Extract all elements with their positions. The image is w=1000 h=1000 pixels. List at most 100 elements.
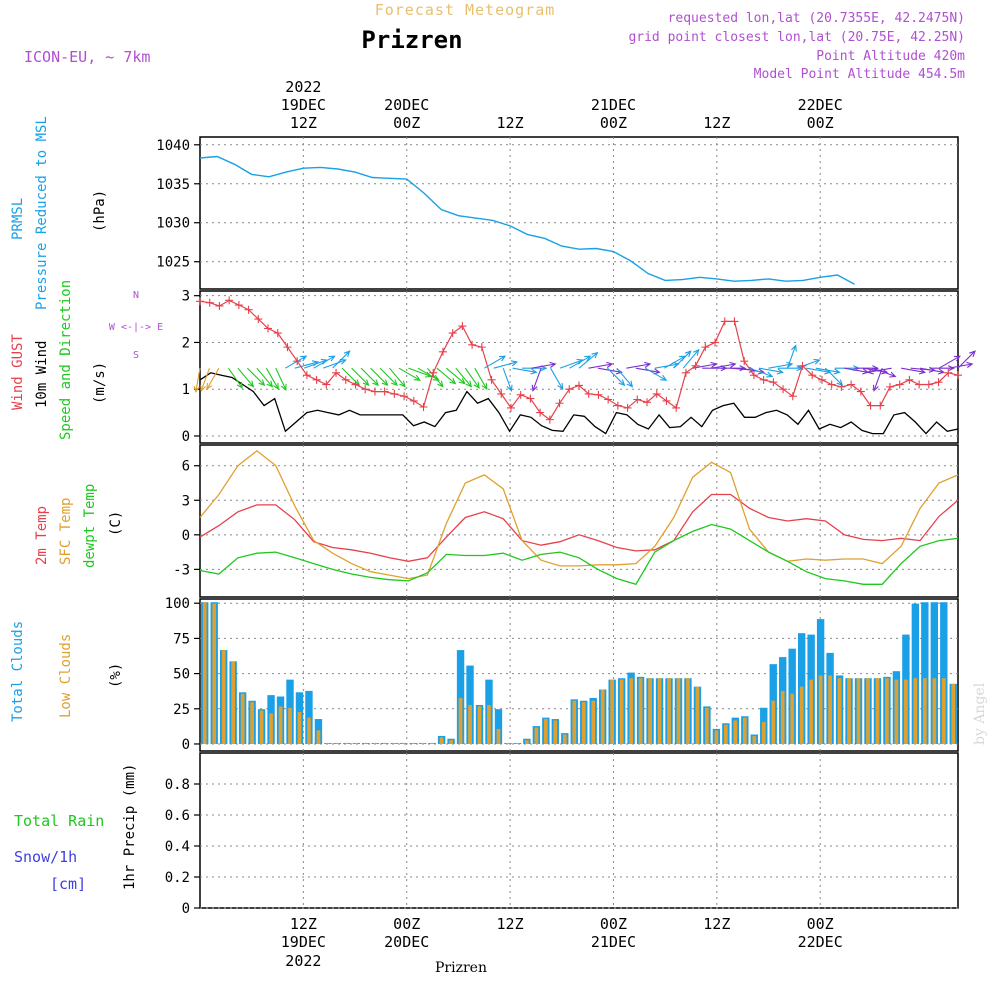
wind-direction-arrowhead [236, 381, 243, 389]
wind-gust-marker [652, 389, 661, 398]
wind-direction-arrowhead [684, 350, 692, 358]
wind-direction-arrow [938, 355, 961, 369]
wind-direction-arrowhead [499, 355, 507, 362]
y-tick-label: 0 [182, 901, 190, 917]
low-cloud-bar [742, 717, 747, 744]
wind-direction-arrowhead [766, 371, 774, 378]
wind-gust-marker [749, 371, 758, 380]
wind-direction-arrowhead [872, 384, 879, 392]
y-tick-label: 0 [182, 528, 190, 544]
low-cloud-bar [913, 678, 918, 744]
low-cloud-bar [382, 742, 387, 744]
low-cloud-bar [259, 710, 264, 744]
wind-gust-marker [866, 401, 875, 410]
wind-direction-arrowhead [458, 377, 466, 385]
wind-direction-arrow [408, 367, 432, 377]
wind-direction-arrow [635, 367, 660, 373]
wind-direction-arrowhead [399, 380, 406, 388]
low-cloud-bar [591, 700, 596, 744]
low-cloud-bar [904, 679, 908, 744]
top-hour-label: 00Z [393, 114, 420, 132]
wind-gust-marker [380, 387, 389, 396]
wind-gust-marker [672, 403, 681, 412]
wind-direction-arrow [654, 363, 679, 369]
wind-direction-arrowhead [300, 355, 308, 362]
wind-gust-marker [711, 338, 720, 347]
wind-gust-marker [944, 368, 953, 377]
y-tick-label: 2 [182, 335, 190, 351]
low-cloud-bar [657, 678, 662, 744]
wind-direction-arrowhead [953, 355, 961, 362]
wind-gust-marker [643, 398, 652, 407]
wind-gust-marker [293, 357, 302, 366]
wind-direction-arrowhead [866, 368, 874, 375]
top-hour-label: 00Z [600, 114, 627, 132]
wind-direction-arrow [200, 367, 210, 391]
wind-gust-marker [915, 380, 924, 389]
total-cloud-bar [305, 690, 313, 744]
wind-gust-marker [954, 371, 962, 380]
wind-direction-arrowhead [530, 368, 538, 375]
bottom-hour-label: 00Z [807, 915, 834, 933]
total-cloud-bar [921, 602, 929, 744]
wind-direction-arrowhead [193, 385, 200, 394]
low-cloud-bar [534, 727, 539, 744]
model-label: ICON-EU, ~ 7km [24, 48, 150, 66]
wind-gust-marker [458, 322, 467, 331]
wind-direction-arrowhead [473, 381, 480, 389]
low-cloud-bar [714, 730, 719, 744]
bottom-date-label: 20DEC [384, 933, 429, 951]
wind-direction-arrow [532, 367, 542, 391]
low-cloud-bar [856, 678, 861, 744]
wind-gust-marker [798, 361, 807, 370]
wind-direction-arrowhead [584, 355, 592, 362]
wind-gust-marker [196, 297, 204, 306]
low-cloud-bar [600, 689, 605, 744]
wind-direction-arrowhead [449, 377, 457, 385]
wind-direction-arrow [445, 367, 466, 385]
wind-gust-marker [934, 378, 943, 387]
total-clouds-label: Total Clouds [10, 621, 26, 722]
snow-label: Snow/1h [14, 848, 77, 866]
wind-direction-arrow [588, 363, 613, 369]
low-cloud-bar [894, 679, 899, 744]
wind-gust-marker [361, 385, 370, 394]
wind-gust-marker [477, 343, 486, 352]
low-cloud-bar [866, 678, 870, 744]
wind-gust-marker [817, 375, 826, 384]
wind-direction-arrow [711, 363, 736, 369]
wind-direction-arrow [844, 367, 869, 373]
wind-direction-arrow [360, 367, 379, 386]
low-cloud-bar [458, 697, 463, 744]
wind-direction-arrowhead [813, 358, 821, 365]
wind-direction-arrow [550, 367, 564, 390]
low-cloud-bar [439, 737, 444, 744]
wind-direction-arrow [265, 367, 279, 390]
low-cloud-bar [809, 679, 813, 744]
top-date-label: 20DEC [384, 96, 429, 114]
wind-gust-marker [516, 390, 525, 399]
wind-direction-arrow [692, 363, 717, 369]
wind-direction-arrow [455, 367, 472, 387]
low-cloud-bar [686, 678, 690, 744]
wind-direction-arrow [626, 363, 651, 369]
subtitle: Forecast Meteogram [375, 1, 556, 19]
temp-unit: (C) [108, 511, 124, 536]
wind-direction-arrowhead [966, 361, 974, 368]
low-cloud-bar [752, 735, 757, 744]
wind-direction-arrow [370, 367, 388, 386]
bottom-date-label: 22DEC [798, 933, 843, 951]
wind-gust-marker [322, 380, 331, 389]
y-tick-label: 75 [173, 631, 190, 647]
wind-direction-arrow [275, 367, 287, 391]
panel-frame [199, 752, 959, 909]
wind-gust-marker [545, 415, 554, 424]
bottom-date-label: 21DEC [591, 933, 636, 951]
wind-direction-arrow [206, 367, 220, 390]
y-tick-label: 1030 [156, 216, 190, 232]
sfc-temp-label: SFC Temp [58, 498, 74, 565]
low-cloud-bar [941, 678, 946, 744]
wind-direction-arrowhead [273, 382, 279, 391]
wind-direction-arrowhead [381, 379, 389, 386]
